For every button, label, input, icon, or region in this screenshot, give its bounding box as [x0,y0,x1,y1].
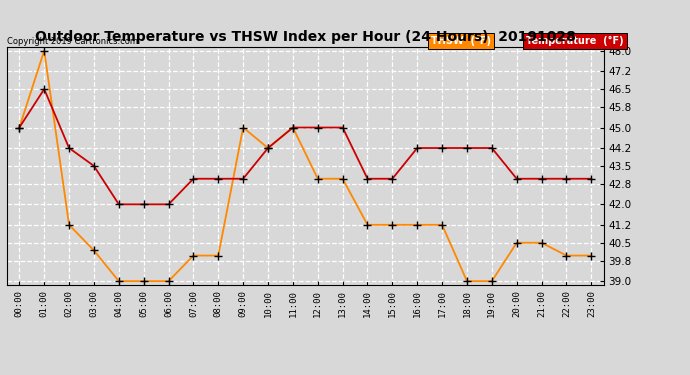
Text: Copyright 2019 Cartronics.com: Copyright 2019 Cartronics.com [8,38,139,46]
Text: THSW  (°F): THSW (°F) [431,36,491,46]
Text: Temperature  (°F): Temperature (°F) [526,36,624,46]
Title: Outdoor Temperature vs THSW Index per Hour (24 Hours)  20191028: Outdoor Temperature vs THSW Index per Ho… [35,30,575,44]
